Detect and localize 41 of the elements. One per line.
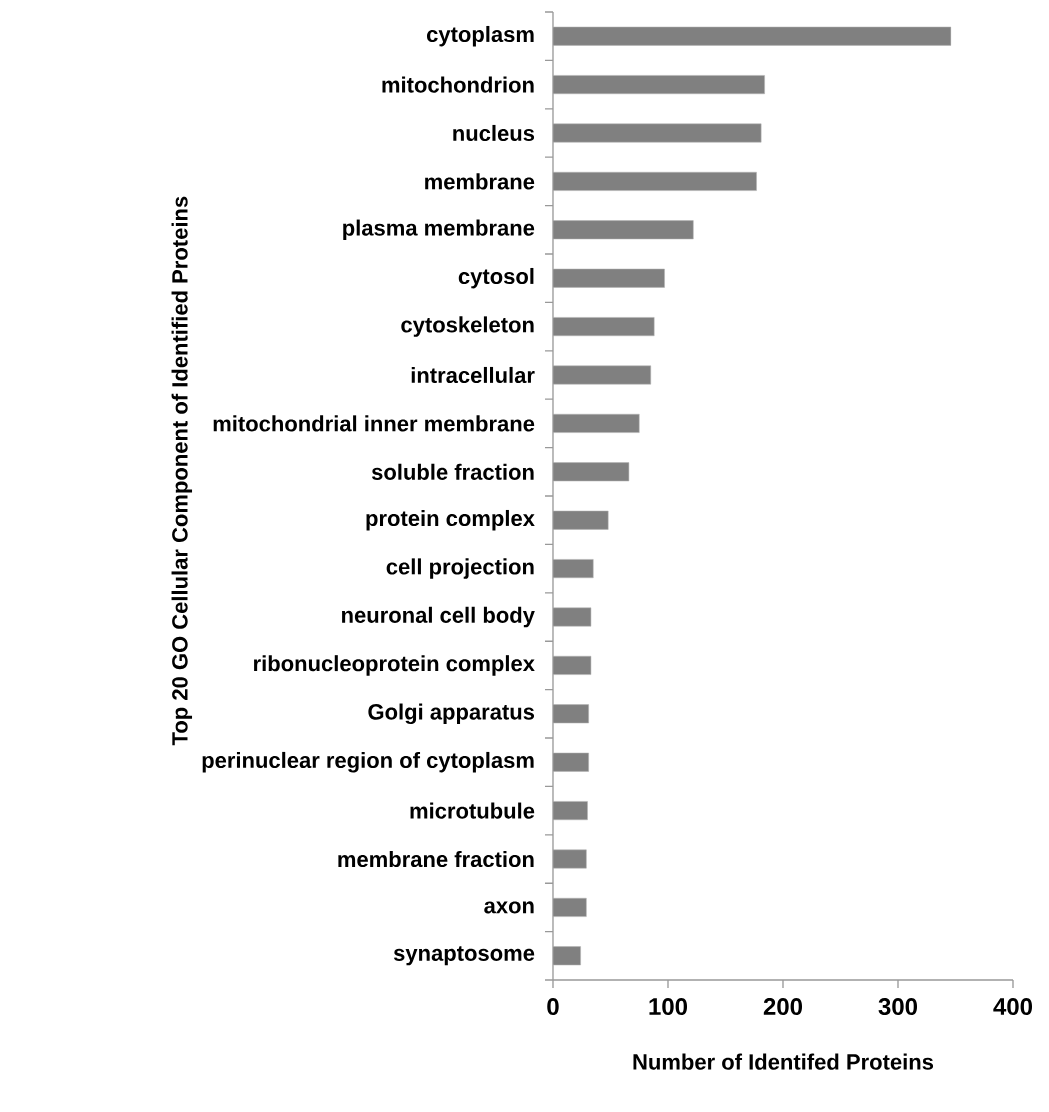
y-tick-label: intracellular [411,366,535,384]
bar [552,171,757,191]
bar [552,317,655,337]
y-tick-label: neuronal cell body [342,606,535,628]
y-tick-label: protein complex [366,509,535,531]
x-tick-label: 200 [763,998,803,1016]
bar [552,462,630,482]
x-tick-label: 300 [878,998,918,1016]
y-tick-label: plasma membrane [343,219,535,241]
y-tick-label: cytosol [458,267,534,289]
y-tick-label: ribonucleoprotein complex [254,655,535,676]
x-tick-label: 0 [547,998,559,1016]
bar [552,220,694,240]
y-tick-label: mitochondrion [382,76,534,93]
bar [552,365,652,385]
y-tick-label: microtubule [410,802,535,819]
bar [552,510,609,530]
y-axis-title: Top 20 GO Cellular Component of Identified Proteins [171,196,193,746]
y-tick-label: Golgi apparatus [368,703,535,725]
y-tick-label: perinuclear region of cytoplasm [202,751,534,773]
x-tick-label: 400 [993,998,1033,1016]
bar [552,413,640,433]
bar [552,559,594,579]
y-tick-label: membrane [425,173,535,190]
y-tick-label: axon [484,901,534,914]
y-tick-label: mitochondrial inner membrane [213,415,535,432]
bar [552,268,665,288]
y-tick-label: cytoskeleton [401,316,534,337]
y-tick-label: soluble fraction [371,463,534,480]
bar [552,26,952,46]
bar [552,75,765,95]
x-tick-label: 100 [649,998,688,1016]
bar [552,123,762,143]
y-tick-label: membrane fraction [338,850,534,868]
y-tick-label: cell projection [386,558,534,579]
y-tick-label: nucleus [453,124,535,142]
bar [552,849,587,869]
bar [552,607,592,627]
y-tick-label: synaptosome [393,946,535,966]
x-axis-title: Number of Identifed Proteins [633,1053,934,1070]
y-tick-label: cytoplasm [426,25,534,47]
